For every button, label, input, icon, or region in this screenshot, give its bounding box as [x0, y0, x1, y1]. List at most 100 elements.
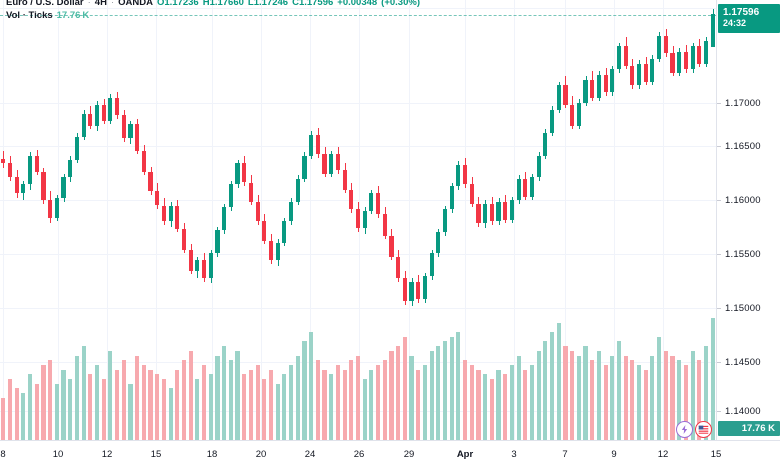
volume-bar	[636, 364, 642, 440]
candle-body	[516, 178, 521, 201]
volume-bar	[101, 379, 106, 440]
volume-bar	[503, 374, 508, 440]
event-marker-group	[676, 421, 712, 438]
candle-body	[34, 155, 39, 172]
grid-line-horizontal	[0, 254, 716, 255]
grid-line-horizontal	[0, 146, 716, 147]
volume-bar	[48, 360, 53, 440]
volume-bar	[529, 364, 535, 440]
candle-body	[469, 184, 474, 204]
candle-body	[101, 104, 106, 121]
candle-body	[362, 210, 367, 229]
grid-line-horizontal	[0, 103, 716, 104]
candlestick-series	[1, 9, 715, 440]
time-tick-label: 10	[52, 449, 64, 460]
volume-bar	[677, 360, 682, 440]
candle-body	[657, 35, 662, 59]
candle-body	[309, 134, 314, 156]
price-tick-label: 1.15000	[717, 304, 761, 314]
volume-bar	[28, 374, 33, 440]
candle-body	[369, 193, 374, 211]
volume-bar	[202, 364, 207, 440]
candle-body	[476, 203, 481, 224]
grid-line-vertical	[465, 0, 466, 440]
volume-bar	[456, 332, 461, 440]
volume-bar	[349, 360, 354, 440]
volume-bar	[342, 369, 347, 440]
price-tick-mark	[717, 308, 721, 309]
volume-bar	[208, 374, 213, 440]
volume-bar	[21, 393, 26, 440]
volume-bar	[68, 379, 73, 440]
chart-grid	[0, 0, 716, 440]
grid-line-horizontal	[0, 200, 716, 201]
volume-bar	[509, 364, 514, 440]
grid-line-vertical	[614, 0, 615, 440]
volume-bar	[215, 355, 220, 440]
grid-line-horizontal	[0, 308, 716, 309]
price-tick-mark	[717, 200, 721, 201]
time-tick-label: Apr	[456, 449, 474, 460]
candle-body	[529, 177, 535, 197]
current-price-value: 1.17596	[723, 6, 760, 18]
volume-bar	[228, 360, 233, 440]
candle-body	[74, 136, 80, 160]
candle-body	[409, 281, 414, 302]
us-flag-icon[interactable]	[695, 421, 712, 438]
candle-body	[215, 230, 220, 254]
volume-bar	[616, 341, 622, 440]
volume-bar	[309, 332, 314, 440]
candle-body	[335, 154, 340, 171]
candle-body	[61, 177, 66, 199]
volume-bar	[690, 350, 695, 440]
candle-body	[322, 154, 327, 174]
candle-body	[590, 79, 595, 98]
volume-bar	[543, 341, 548, 440]
price-tick-label: 1.16000	[717, 196, 761, 206]
volume-bar	[442, 341, 448, 440]
candle-body	[442, 209, 448, 233]
candle-body	[549, 109, 555, 133]
volume-bar	[422, 364, 427, 440]
bolt-icon[interactable]	[676, 421, 693, 438]
volume-bar	[650, 355, 655, 440]
volume-bar	[409, 355, 414, 440]
candle-body	[389, 235, 394, 257]
volume-bar	[81, 346, 86, 440]
grid-line-vertical	[261, 0, 262, 440]
time-tick-label: 12	[101, 449, 113, 460]
volume-bar	[115, 369, 120, 440]
candle-body	[483, 203, 488, 224]
grid-line-vertical	[565, 0, 566, 440]
grid-line-horizontal	[0, 8, 716, 9]
price-tick-mark	[717, 411, 721, 412]
time-tick-label: 7	[562, 449, 568, 460]
chart-plot-area[interactable]	[0, 0, 716, 440]
time-scale[interactable]: 8 10 12 15 18 20 24 26 29 Apr 3 7 9 12 15	[0, 440, 780, 470]
candle-body	[603, 74, 608, 93]
candle-body	[355, 209, 361, 229]
candle-body	[295, 178, 300, 202]
time-tick-label: 8	[0, 449, 6, 460]
candle-body	[282, 221, 287, 243]
candle-body	[268, 240, 274, 261]
candle-body	[141, 150, 146, 172]
volume-bar	[1, 397, 6, 440]
volume-bar	[670, 355, 675, 440]
volume-bar	[583, 346, 588, 440]
volume-bar	[570, 350, 575, 440]
price-scale[interactable]: 1.175001.170001.165001.160001.155001.150…	[716, 0, 780, 440]
volume-bar	[556, 322, 561, 440]
volume-bar	[549, 332, 555, 440]
candle-body	[135, 124, 140, 151]
candle-body	[616, 46, 622, 70]
candle-body	[329, 154, 334, 174]
candle-body	[21, 184, 26, 194]
volume-bar	[429, 350, 434, 440]
candle-body	[376, 193, 381, 215]
candle-body	[449, 186, 454, 210]
candle-body	[175, 205, 180, 229]
volume-bar	[657, 336, 662, 440]
candle-body	[148, 171, 153, 192]
volume-bar	[703, 346, 709, 440]
